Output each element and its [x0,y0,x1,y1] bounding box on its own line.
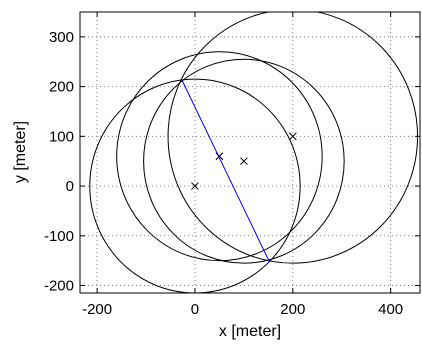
plot-frame [79,11,421,294]
point-marker [288,132,297,141]
marker-stroke [215,152,224,161]
ticks [80,12,420,293]
point-marker [191,182,199,190]
series-lines [181,79,270,262]
range-circle [116,51,323,262]
y-tick-label: 200 [49,79,74,96]
grid [80,12,420,293]
y-tick-label: -100 [44,228,74,245]
x-tick-label: -200 [82,301,112,318]
y-tick-label: 0 [66,178,74,195]
marker-stroke [240,157,248,166]
intersection-line [181,79,270,262]
point-marker [215,152,224,161]
y-tick-label: 100 [49,128,74,145]
circles [89,12,419,293]
x-tick-label: 0 [191,301,199,318]
range-circle [89,78,301,293]
range-circle [143,58,345,264]
marker-stroke [191,182,199,190]
tick-labels: -200 0 200 400 -200 -100 0 100 200 300 [44,29,403,318]
y-tick-label: -200 [44,278,74,295]
marker-stroke [288,132,297,141]
x-tick-label: 400 [378,301,403,318]
x-axis-title: x [meter] [219,323,281,340]
markers [191,132,297,190]
y-axis-title: y [meter] [12,121,29,183]
x-tick-label: 200 [280,301,305,318]
plot-background [80,12,420,293]
y-tick-label: 300 [49,29,74,46]
point-marker [240,157,248,166]
